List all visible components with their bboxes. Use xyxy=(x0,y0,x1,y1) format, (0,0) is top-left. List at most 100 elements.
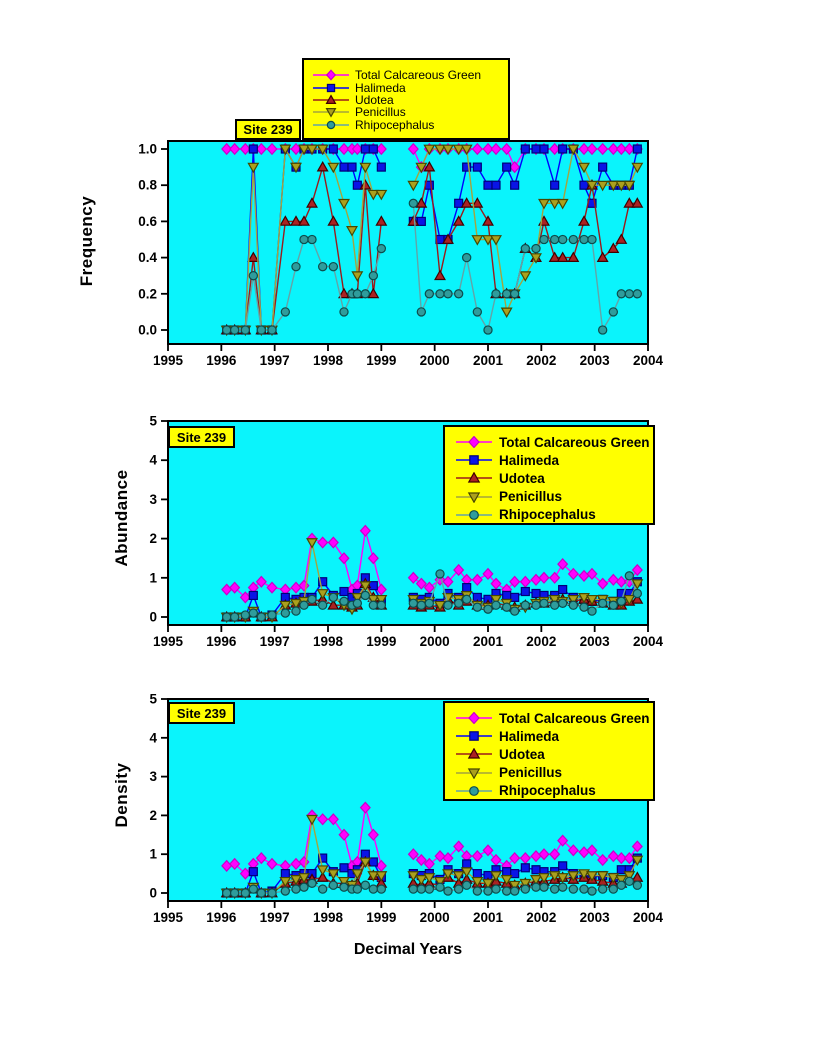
x-tick-label: 2004 xyxy=(633,353,664,368)
legend-label: Penicillus xyxy=(499,489,563,505)
diamond-marker-icon xyxy=(456,436,492,449)
y-tick-label: 1 xyxy=(149,570,157,585)
legend-entry-udotea: Udotea xyxy=(312,93,508,107)
legend-entry-udotea: Udotea xyxy=(455,469,653,487)
y-tick-label: 0.4 xyxy=(138,250,157,265)
y-tick-label: 0 xyxy=(149,886,157,901)
y-tick-label: 4 xyxy=(149,453,157,468)
legend-entry-halimeda: Halimeda xyxy=(455,727,653,745)
site-label: Site 239 xyxy=(168,426,235,448)
y-tick-label: 0 xyxy=(149,610,157,625)
series-rhipocephalus xyxy=(221,876,643,898)
y-tick-label: 0.2 xyxy=(138,286,157,301)
legend-label: Udotea xyxy=(499,470,545,486)
x-tick-label: 1996 xyxy=(206,910,237,925)
y-tick-label: 1 xyxy=(149,847,157,862)
square-marker-icon xyxy=(456,455,492,466)
x-tick-label: 2002 xyxy=(526,910,556,925)
circle-marker-icon xyxy=(456,785,492,796)
legend-label: Total Calcareous Green xyxy=(499,710,650,726)
y-tick-label: 4 xyxy=(149,730,157,745)
triangle-up-marker-icon xyxy=(456,748,492,760)
x-tick-label: 2000 xyxy=(420,634,450,649)
x-tick-label: 1998 xyxy=(313,910,344,925)
x-tick-label: 1997 xyxy=(260,353,290,368)
diamond-marker-icon xyxy=(313,69,349,81)
x-tick-label: 2001 xyxy=(473,634,504,649)
legend-frequency: Total Calcareous Green Halimeda Udotea Peni… xyxy=(302,58,510,140)
legend-entry-total-calcareous-green: Total Calcareous Green xyxy=(455,433,653,451)
y-tick-label: 3 xyxy=(149,769,157,784)
series-rhipocephalus xyxy=(221,569,643,622)
y-tick-label: 2 xyxy=(149,808,157,823)
x-tick-label: 2001 xyxy=(473,353,504,368)
legend-entry-penicillus: Penicillus xyxy=(312,105,508,120)
legend-entry-rhipocephalus: Rhipocephalus xyxy=(455,782,653,800)
legend-label: Penicillus xyxy=(355,105,406,120)
x-tick-label: 1997 xyxy=(260,910,290,925)
y-tick-label: 0.0 xyxy=(138,323,157,338)
legend-entry-total-calcareous-green: Total Calcareous Green xyxy=(312,68,508,83)
y-axis-title-abundance: Abundance xyxy=(112,469,131,567)
y-tick-label: 0.6 xyxy=(138,214,157,229)
x-tick-label: 2003 xyxy=(580,910,611,925)
y-tick-label: 5 xyxy=(149,414,157,429)
legend-entry-total-calcareous-green: Total Calcareous Green xyxy=(455,709,653,727)
y-tick-label: 1.0 xyxy=(138,142,157,157)
triangle-up-marker-icon xyxy=(456,472,492,484)
x-tick-label: 2004 xyxy=(633,634,664,649)
legend-entry-penicillus: Penicillus xyxy=(455,488,653,506)
circle-marker-icon xyxy=(313,120,349,130)
legend-label: Halimeda xyxy=(355,80,406,95)
x-tick-label: 1999 xyxy=(366,353,396,368)
x-tick-label: 2003 xyxy=(580,353,611,368)
x-axis-title: Decimal Years xyxy=(353,941,463,958)
x-tick-label: 2002 xyxy=(526,353,556,368)
series-total-calcareous-green xyxy=(221,801,643,880)
legend-entry-udotea: Udotea xyxy=(455,745,653,763)
x-tick-label: 1995 xyxy=(153,353,184,368)
frequency-chart: 1995 1996 1997 1998 1999 2000 2001 2002 2003 2004… xyxy=(138,140,664,368)
legend-entry-rhipocephalus: Rhipocephalus xyxy=(455,506,653,524)
legend-label: Total Calcareous Green xyxy=(499,434,650,450)
x-tick-label: 2000 xyxy=(420,353,450,368)
legend-entry-halimeda: Halimeda xyxy=(312,80,508,95)
x-tick-label: 1996 xyxy=(206,353,237,368)
x-tick-label: 1999 xyxy=(366,634,396,649)
y-tick-label: 3 xyxy=(149,492,157,507)
legend-label: Penicillus xyxy=(499,765,563,781)
y-axis-title-density: Density xyxy=(112,762,131,828)
circle-marker-icon xyxy=(456,509,492,520)
x-tick-label: 1995 xyxy=(153,634,184,649)
x-tick-label: 1998 xyxy=(313,634,344,649)
x-tick-label: 1995 xyxy=(153,910,184,925)
legend-entry-rhipocephalus: Rhipocephalus xyxy=(312,117,508,132)
y-tick-label: 0.8 xyxy=(138,178,157,193)
triangle-up-marker-icon xyxy=(313,94,349,104)
x-tick-label: 1996 xyxy=(206,634,237,649)
diamond-marker-icon xyxy=(456,712,492,725)
x-tick-label: 2001 xyxy=(473,910,504,925)
square-marker-icon xyxy=(313,83,349,92)
legend-label: Rhipocephalus xyxy=(499,783,596,799)
y-axis-title-frequency: Frequency xyxy=(77,195,96,287)
site-label: Site 239 xyxy=(168,702,235,724)
legend-label: Rhipocephalus xyxy=(355,117,435,132)
series-rhipocephalus xyxy=(221,198,643,335)
legend-abundance: Total Calcareous Green Halimeda Udotea Peni… xyxy=(443,425,655,525)
legend-entry-halimeda: Halimeda xyxy=(455,451,653,469)
legend-label: Total Calcareous Green xyxy=(355,68,482,83)
x-tick-label: 1999 xyxy=(366,910,396,925)
triangle-down-marker-icon xyxy=(456,492,492,503)
site-label: Site 239 xyxy=(235,119,301,140)
legend-entry-penicillus: Penicillus xyxy=(455,764,653,782)
legend-label: Halimeda xyxy=(499,452,560,468)
triangle-down-marker-icon xyxy=(456,768,492,779)
legend-density: Total Calcareous Green Halimeda Udotea Peni… xyxy=(443,701,655,801)
y-tick-label: 2 xyxy=(149,531,157,546)
x-tick-label: 2004 xyxy=(633,910,664,925)
x-tick-label: 2003 xyxy=(580,634,611,649)
legend-label: Rhipocephalus xyxy=(499,507,596,523)
x-tick-label: 1997 xyxy=(260,634,290,649)
